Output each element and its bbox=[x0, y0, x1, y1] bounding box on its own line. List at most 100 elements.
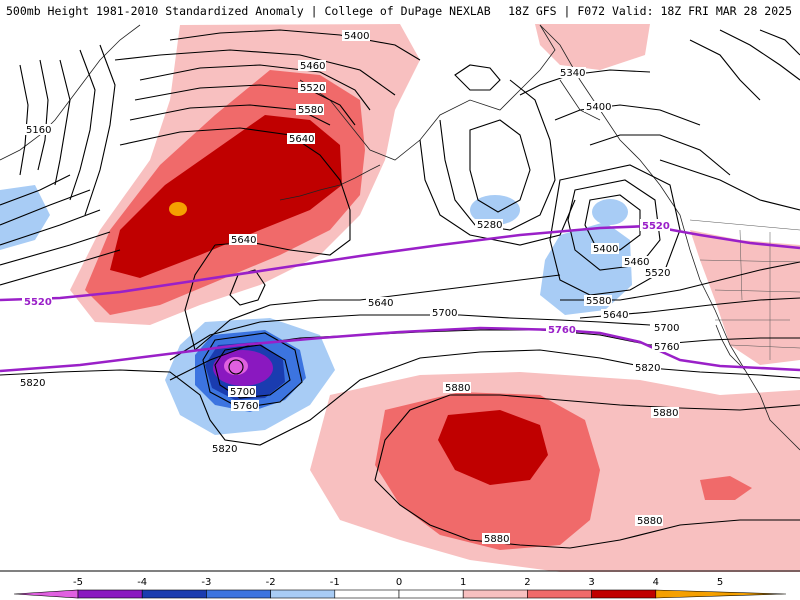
contour-label: 5340 bbox=[558, 67, 586, 79]
colorbar-tick-label: 1 bbox=[460, 577, 466, 588]
contour-label: 5400 bbox=[591, 243, 619, 255]
colorbar-block bbox=[206, 589, 271, 599]
svg-text:5640: 5640 bbox=[231, 235, 256, 246]
political-borders bbox=[689, 219, 800, 360]
climatology-label: 5520 bbox=[22, 295, 52, 308]
climatology-5520-line bbox=[0, 224, 800, 302]
colorbar-block bbox=[462, 589, 528, 599]
colorbar-ticks: -5 -4 -3 -2 -1 0 1 2 3 4 5 bbox=[73, 577, 723, 588]
anomaly-peak-orange bbox=[169, 202, 187, 216]
colorbar-tick-label: 4 bbox=[653, 577, 659, 588]
anomaly-positive-light-ne bbox=[535, 24, 650, 70]
svg-text:5520: 5520 bbox=[645, 268, 670, 279]
colorbar-tick-label: 2 bbox=[524, 577, 530, 588]
svg-text:5580: 5580 bbox=[586, 296, 611, 307]
svg-text:5520: 5520 bbox=[642, 221, 670, 232]
contour-label: 5880 bbox=[443, 382, 471, 394]
contour-label: 5460 bbox=[622, 256, 650, 268]
contour-label: 5820 bbox=[633, 362, 661, 374]
contour-label: 5280 bbox=[475, 219, 503, 231]
svg-text:5640: 5640 bbox=[289, 134, 314, 145]
contour-label: 5160 bbox=[24, 124, 52, 136]
svg-text:5820: 5820 bbox=[635, 363, 660, 374]
svg-text:5280: 5280 bbox=[477, 220, 502, 231]
climatology-label: 5760 bbox=[546, 323, 576, 336]
svg-text:5400: 5400 bbox=[593, 244, 618, 255]
climatology-lines bbox=[0, 224, 800, 373]
svg-text:5160: 5160 bbox=[26, 125, 51, 136]
colorbar-block bbox=[141, 589, 207, 599]
colorbar-left-arrow bbox=[13, 589, 79, 599]
svg-text:5760: 5760 bbox=[654, 342, 679, 353]
contour-label: 5580 bbox=[296, 104, 324, 116]
svg-text:5460: 5460 bbox=[624, 257, 649, 268]
svg-text:5700: 5700 bbox=[432, 308, 457, 319]
svg-text:5880: 5880 bbox=[484, 534, 509, 545]
contour-label: 5520 bbox=[643, 267, 671, 279]
title-bar: 500mb Height 1981-2010 Standardized Anom… bbox=[0, 0, 800, 23]
anomaly-positive-light-east bbox=[690, 230, 800, 365]
svg-text:5400: 5400 bbox=[586, 102, 611, 113]
svg-text:5580: 5580 bbox=[298, 105, 323, 116]
contour-label: 5640 bbox=[229, 234, 257, 246]
svg-text:5520: 5520 bbox=[24, 297, 52, 308]
svg-text:5340: 5340 bbox=[560, 68, 585, 79]
colorbar-tick-label: -1 bbox=[330, 577, 340, 588]
model-valid-time: 18Z GFS | F072 Valid: 18Z FRI MAR 28 202… bbox=[508, 4, 792, 18]
contour-label: 5640 bbox=[601, 309, 629, 321]
colorbar-block bbox=[334, 589, 400, 599]
colorbar-right-arrow bbox=[655, 589, 787, 599]
colorbar-block bbox=[77, 589, 143, 599]
anomaly-positive-medium-se bbox=[700, 476, 752, 500]
svg-text:5700: 5700 bbox=[230, 387, 255, 398]
contour-label: 5400 bbox=[584, 101, 612, 113]
contour-label: 5700 bbox=[652, 322, 680, 334]
svg-text:5820: 5820 bbox=[212, 444, 237, 455]
climatology-5760-line bbox=[0, 326, 800, 373]
contour-label: 5460 bbox=[298, 60, 326, 72]
svg-text:5700: 5700 bbox=[654, 323, 679, 334]
contour-label: 5640 bbox=[366, 297, 394, 309]
contour-label: 5880 bbox=[635, 515, 663, 527]
colorbar: -5 -4 -3 -2 -1 0 1 2 3 4 5 bbox=[0, 572, 800, 600]
svg-text:5460: 5460 bbox=[300, 61, 325, 72]
contour-label: 5820 bbox=[18, 377, 46, 389]
colorbar-block bbox=[527, 589, 592, 599]
colorbar-blocks bbox=[13, 589, 787, 599]
colorbar-block bbox=[398, 589, 464, 599]
svg-text:5400: 5400 bbox=[344, 31, 369, 42]
anomaly-negative-light-nw-low bbox=[592, 199, 628, 225]
svg-text:5880: 5880 bbox=[637, 516, 662, 527]
contour-label: 5760 bbox=[231, 400, 259, 412]
contour-label: 5700 bbox=[430, 307, 458, 319]
svg-text:5640: 5640 bbox=[368, 298, 393, 309]
contour-label: 5820 bbox=[210, 443, 238, 455]
svg-text:5760: 5760 bbox=[548, 325, 576, 336]
contour-label: 5880 bbox=[482, 533, 510, 545]
anomaly-negative-light-west bbox=[0, 185, 50, 250]
colorbar-block bbox=[270, 589, 336, 599]
contour-label: 5640 bbox=[287, 133, 315, 145]
anomaly-positive-dark-north bbox=[110, 115, 342, 278]
contour-labels: 5400 5460 5520 5580 5640 5160 5640 5640 … bbox=[18, 30, 680, 545]
contour-label: 5400 bbox=[342, 30, 370, 42]
colorbar-tick-label: 3 bbox=[588, 577, 594, 588]
svg-text:5760: 5760 bbox=[233, 401, 258, 412]
colorbar-tick-label: -3 bbox=[201, 577, 211, 588]
contour-label: 5520 bbox=[298, 82, 326, 94]
svg-text:5880: 5880 bbox=[445, 383, 470, 394]
colorbar-tick-label: -4 bbox=[137, 577, 147, 588]
contour-label: 5700 bbox=[228, 386, 256, 398]
colorbar-tick-label: -2 bbox=[266, 577, 276, 588]
colorbar-block bbox=[591, 589, 657, 599]
colorbar-tick-label: 0 bbox=[396, 577, 402, 588]
contour-label: 5880 bbox=[651, 407, 679, 419]
map-title: 500mb Height 1981-2010 Standardized Anom… bbox=[6, 4, 491, 18]
svg-text:5520: 5520 bbox=[300, 83, 325, 94]
svg-text:5820: 5820 bbox=[20, 378, 45, 389]
climatology-label: 5520 bbox=[640, 219, 670, 232]
svg-text:5640: 5640 bbox=[603, 310, 628, 321]
anomaly-positive-dark-south bbox=[438, 410, 548, 485]
svg-text:5880: 5880 bbox=[653, 408, 678, 419]
